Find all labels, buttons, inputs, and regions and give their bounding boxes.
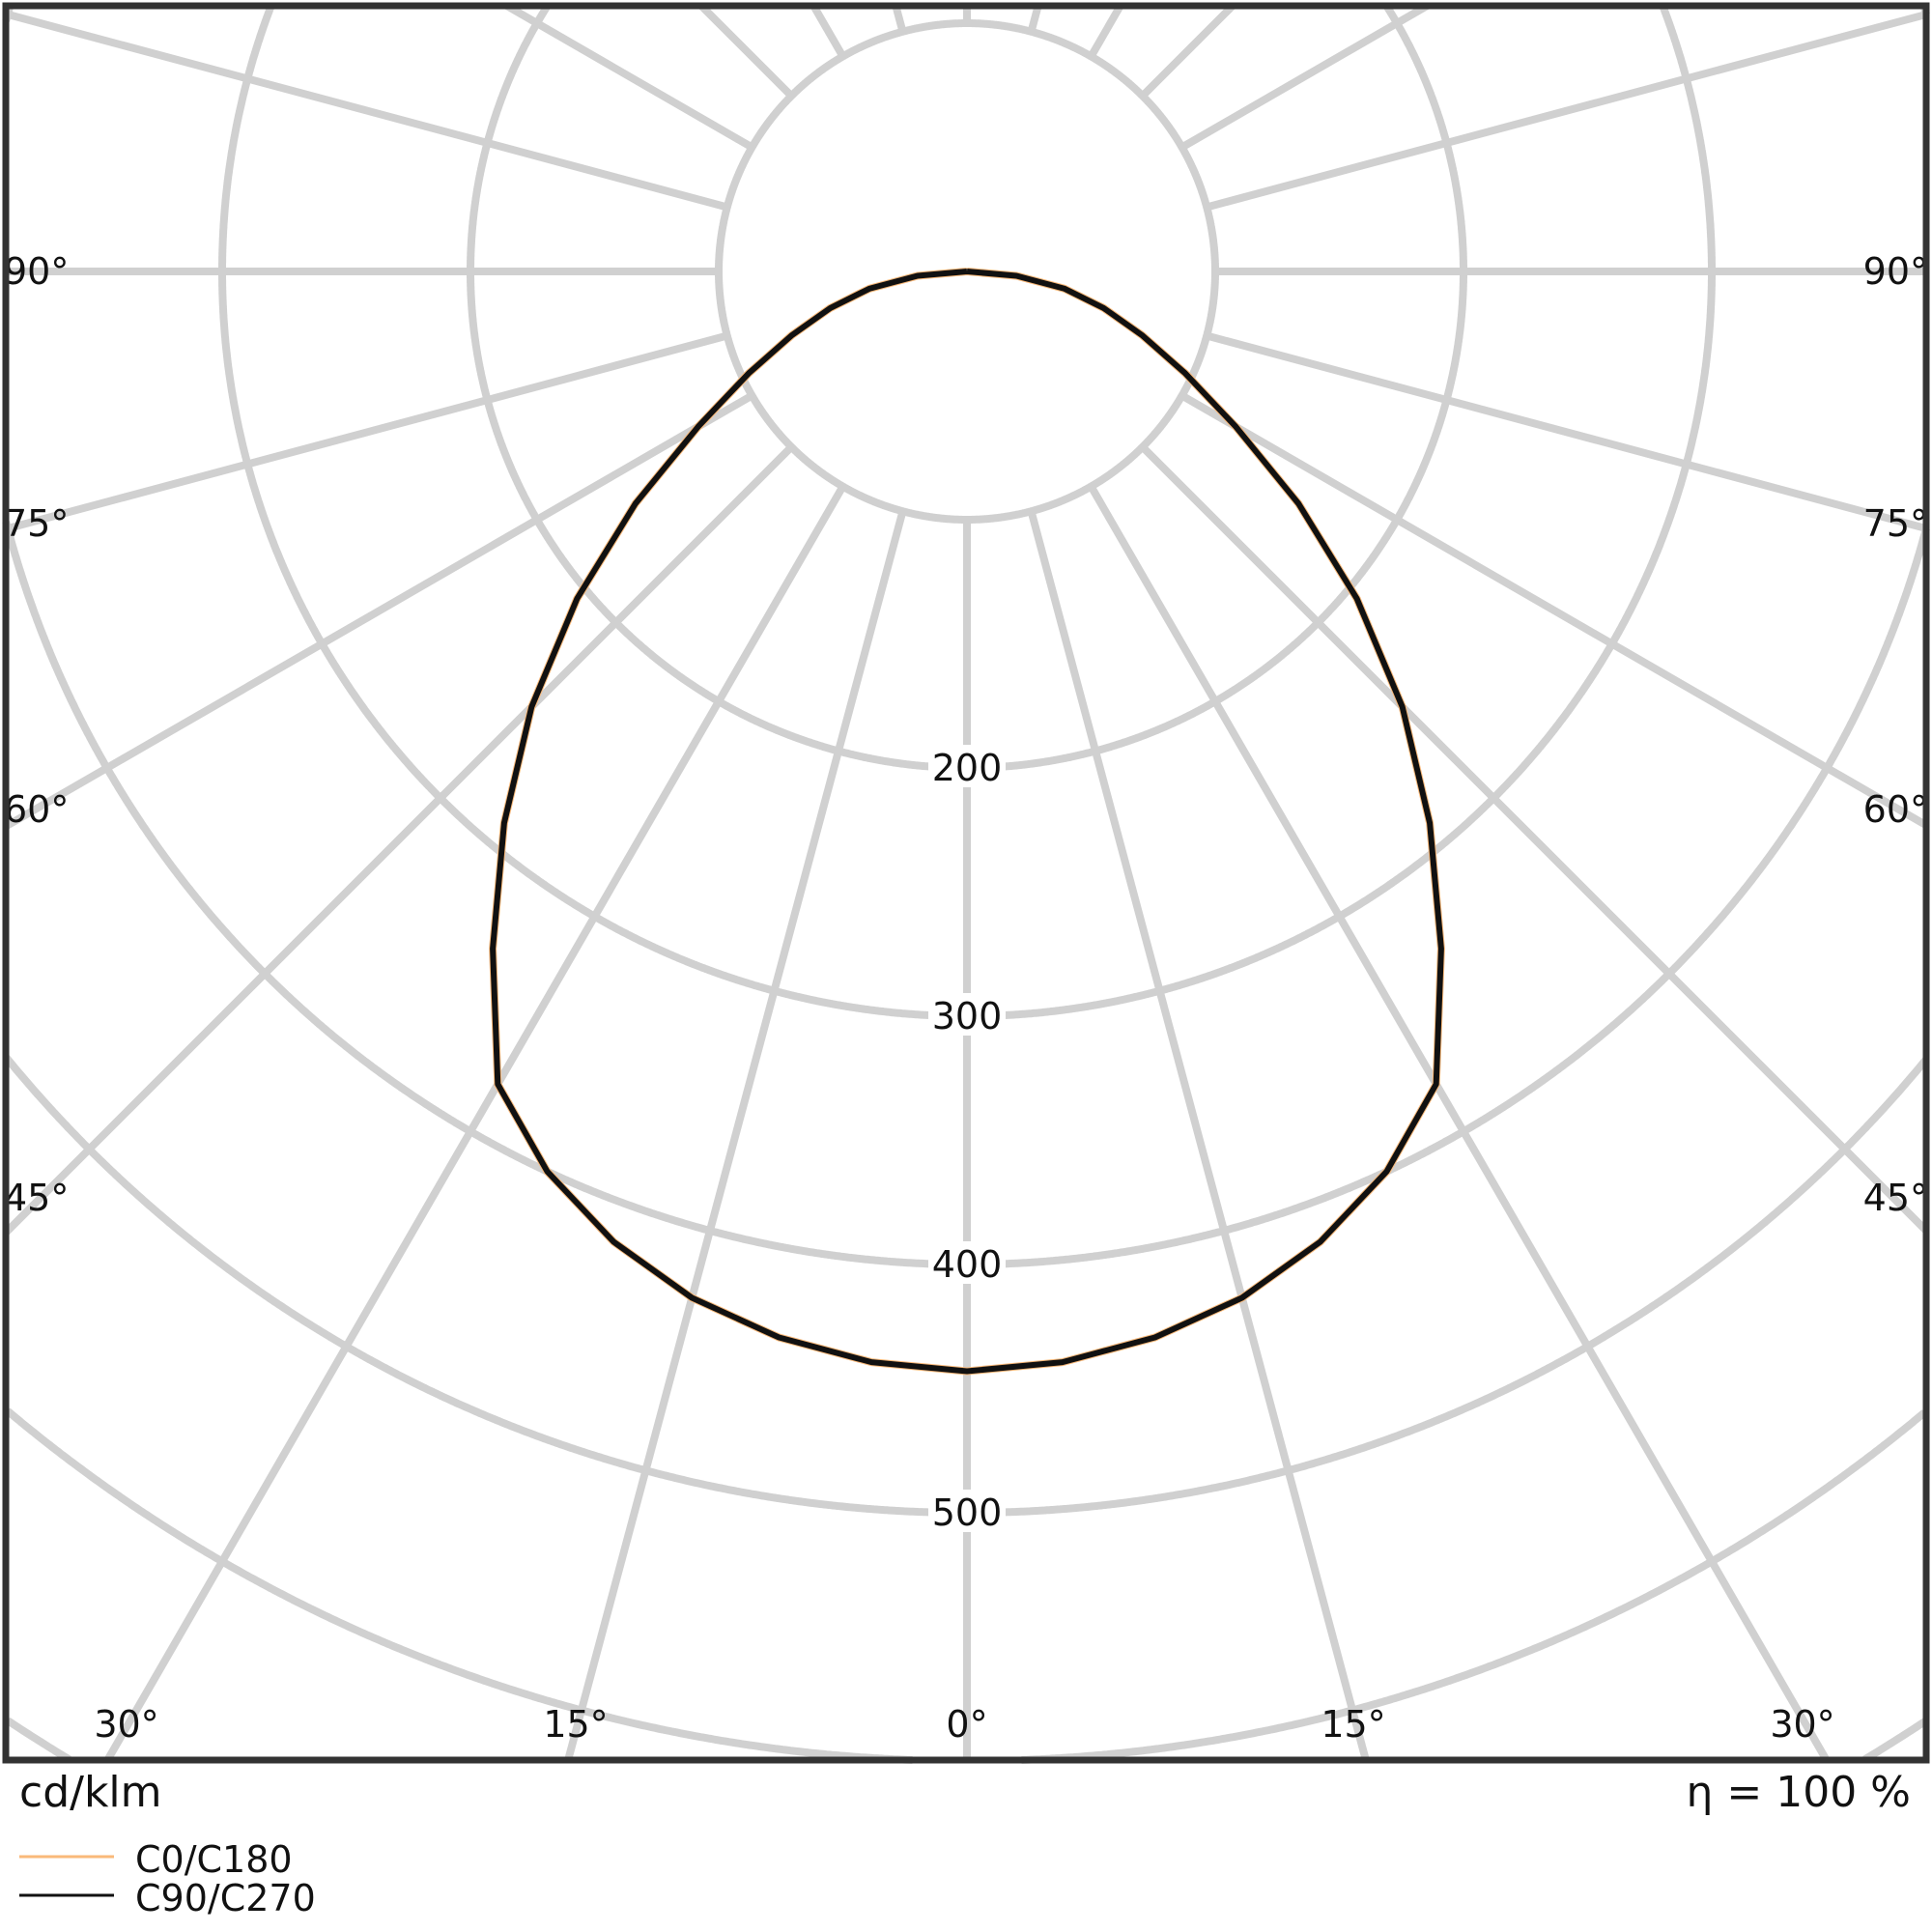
legend-label-c90-c270: C90/C270 (135, 1877, 316, 1919)
grid-radial-210 (810, 4, 846, 59)
angle-label-left: 75° (4, 502, 69, 545)
grid-radial-135 (1139, 3, 1236, 99)
angle-label-left: 45° (4, 1177, 69, 1219)
angle-labels: 30° 15° 0° 15° 30° 90° 90° 75° 75° 60° 60° 45° 45° (4, 250, 1928, 1746)
angle-label-bottom: 15° (543, 1703, 608, 1746)
grid-radial-240 (504, 2, 754, 151)
angle-label-right: 45° (1863, 1177, 1928, 1219)
grid-circle-500 (3, 1055, 1930, 1517)
grid-radial-195 (892, 4, 907, 33)
grid-radial-75 (1206, 331, 1928, 532)
radial-tick-label: 300 (932, 995, 1003, 1037)
curve-c90-c270 (490, 269, 1444, 1375)
grid-radial-165 (1027, 4, 1042, 33)
grid-radial-330 (103, 484, 846, 1763)
legend: C0/C180 C90/C270 (19, 1838, 316, 1919)
angle-label-bottom: 15° (1321, 1703, 1385, 1746)
angle-label-bottom: 0° (946, 1703, 987, 1746)
grid-radial-300 (4, 392, 754, 830)
grid-circle-600 (5, 1407, 1927, 1764)
intensity-curves (489, 268, 1445, 1376)
angle-label-left: 90° (4, 250, 69, 293)
grid-circle-300 (218, 6, 1716, 1020)
grid-radial-285 (4, 331, 728, 533)
efficiency-label: η = 100 % (1686, 1768, 1911, 1817)
radial-label-bg (928, 993, 1006, 1036)
grid-radial-30 (1088, 484, 1831, 1763)
angle-label-bottom: 30° (1770, 1703, 1834, 1746)
grid-circle-200 (467, 4, 1467, 772)
grid-radial-255 (4, 10, 728, 212)
grid-circle-700 (5, 1717, 1929, 1763)
grid-radial-60 (1179, 392, 1928, 829)
angle-label-right: 60° (1863, 788, 1928, 831)
unit-label: cd/klm (19, 1768, 162, 1817)
angle-label-right: 75° (1863, 502, 1928, 545)
legend-label-c0-c180: C0/C180 (135, 1838, 293, 1881)
grid-radial-45 (1139, 443, 1929, 1234)
angle-label-right: 90° (1863, 250, 1928, 293)
grid-radial-150 (1088, 3, 1124, 59)
grid-radial-105 (1206, 11, 1928, 212)
plot-frame (2, 2, 1930, 1764)
radial-label-bg (928, 1490, 1006, 1532)
grid-radial-225 (698, 3, 795, 99)
radial-label-bg (928, 1241, 1006, 1284)
radial-tick-labels: 200 300 400 500 (928, 745, 1006, 1534)
grid-radial-345 (564, 510, 907, 1762)
radial-tick-label: 500 (932, 1492, 1003, 1534)
polar-grid (2, 2, 1930, 1764)
radial-label-bg (928, 745, 1006, 787)
radial-tick-label: 400 (932, 1243, 1003, 1286)
grid-radial-120 (1179, 2, 1430, 151)
angle-label-left: 60° (4, 788, 69, 831)
angle-label-bottom: 30° (94, 1703, 158, 1746)
radial-tick-label: 200 (932, 747, 1003, 789)
grid-radial-315 (3, 443, 795, 1236)
grid-radial-15 (1027, 510, 1370, 1762)
